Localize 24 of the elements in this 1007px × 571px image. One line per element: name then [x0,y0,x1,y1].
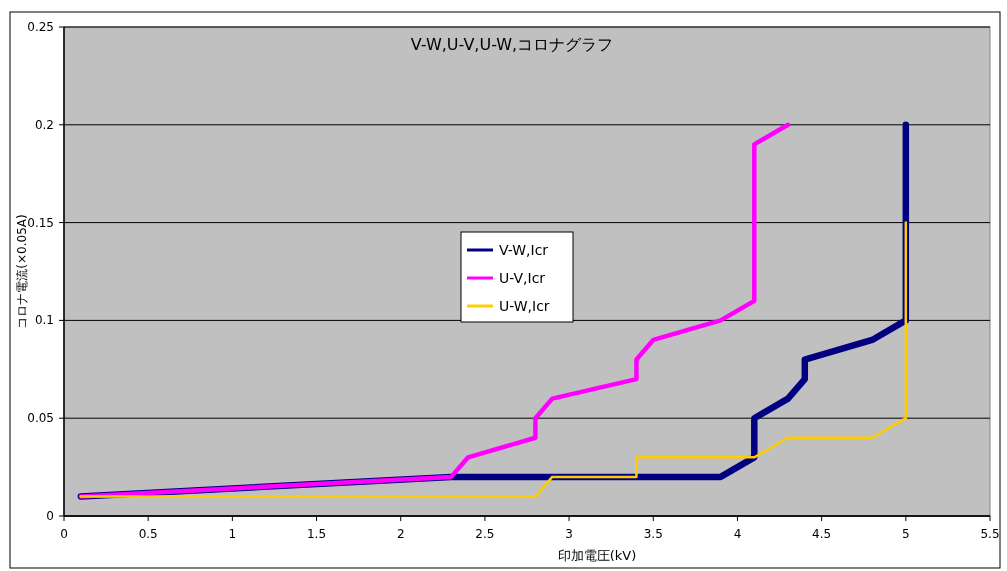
x-axis-title: 印加電圧(kV) [557,548,637,563]
y-tick-label: 0.2 [34,117,54,132]
y-tick-label: 0.1 [34,313,54,328]
x-tick-label: 4 [733,527,742,541]
legend-label: U-V,Icr [499,270,546,286]
x-tick-label: 2 [396,527,405,541]
x-tick-label: 1 [228,527,237,541]
y-tick-label: 0.15 [27,215,54,230]
x-tick-label: 5.5 [980,527,1000,541]
legend-label: U-W,Icr [499,298,550,314]
y-tick-label: 0.05 [27,411,54,426]
x-tick-label: 1.5 [307,527,327,541]
y-axis-title: コロナ電流(×0.05A) [15,214,29,329]
x-tick-label: 5 [902,527,910,541]
y-tick-label: 0.25 [27,20,54,34]
x-tick-label: 3 [565,527,573,541]
x-tick-label: 0 [60,527,68,541]
x-tick-label: 3.5 [643,527,663,541]
legend-label: V-W,Icr [499,242,549,258]
x-tick-label: 4.5 [812,527,832,541]
y-tick-label: 0 [46,509,54,523]
x-tick-label: 0.5 [138,527,158,541]
x-tick-label: 2.5 [475,527,495,541]
text: V-W,U-V,U-W,コロナグラフ [410,35,614,54]
